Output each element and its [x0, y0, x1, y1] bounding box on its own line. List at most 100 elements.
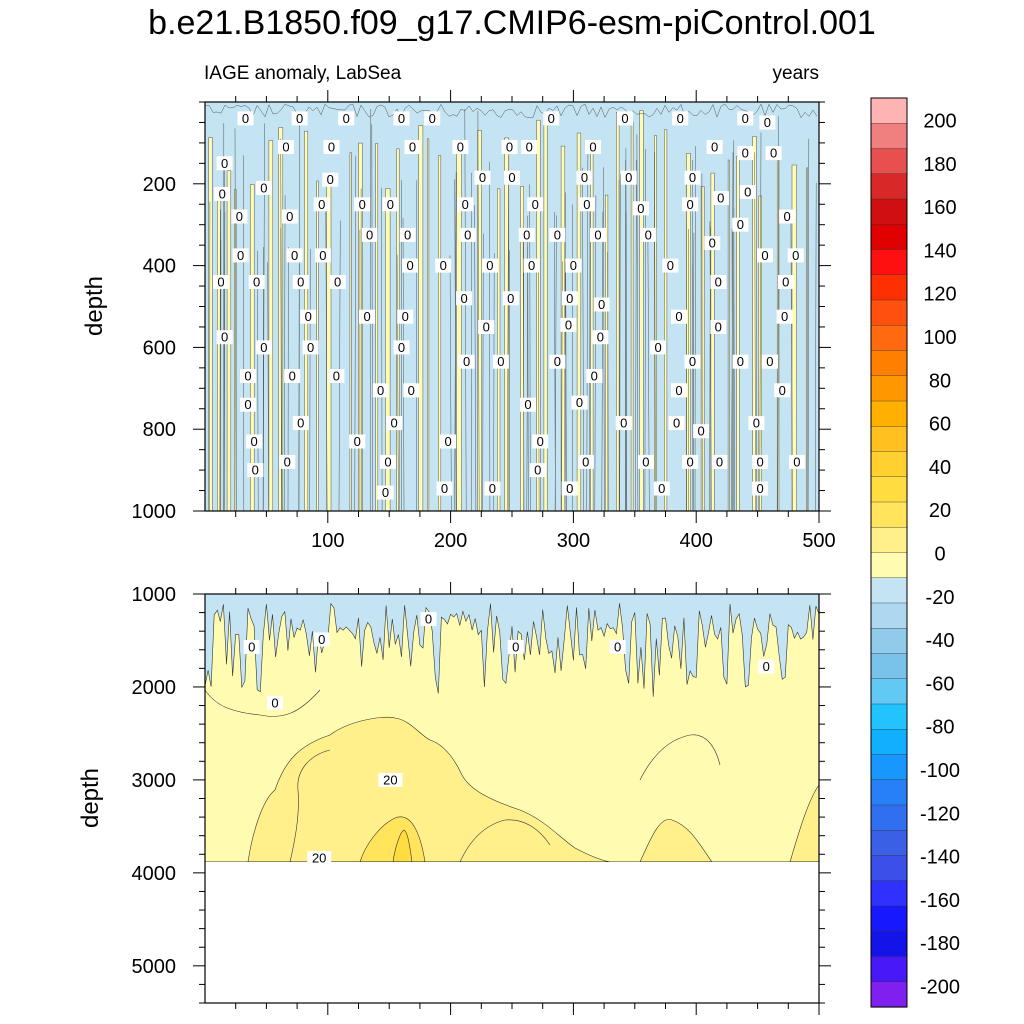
contour-label-text: 0: [737, 217, 744, 232]
contour-label-box: [682, 197, 699, 212]
contour-label-text: 0: [711, 140, 718, 155]
contour-label-text: 0: [779, 383, 786, 398]
contour-label: 0: [372, 383, 389, 398]
y-tick-label: 400: [143, 256, 176, 278]
contour-label-box: [732, 217, 749, 232]
contour-label: 0: [711, 454, 728, 469]
colorbar-swatch: [870, 451, 908, 478]
contour-label: 0: [359, 309, 376, 324]
upper-contour-line: [635, 159, 637, 511]
contour-label-box: [632, 201, 649, 216]
y-tick-label: 5000: [132, 956, 177, 978]
contour-label-box: [682, 454, 699, 469]
contour-label: 0: [313, 632, 330, 647]
contour-label-text: 0: [677, 111, 684, 126]
upper-positive-band: [396, 148, 400, 511]
contour-label: 0: [424, 111, 441, 126]
contour-label-text: 0: [425, 612, 432, 627]
contour-label: 0: [759, 115, 776, 130]
contour-label-box: [246, 434, 263, 449]
contour-label-box: [403, 383, 420, 398]
contour-label: 20: [307, 851, 332, 866]
contour-label-text: 0: [523, 227, 530, 242]
contour-label-box: [359, 309, 376, 324]
colorbar-swatch: [870, 653, 908, 680]
contour-label: 0: [637, 454, 654, 469]
contour-label: 0: [349, 434, 366, 449]
upper-positive-band: [654, 135, 657, 511]
contour-label: 0: [478, 320, 495, 335]
contour-label-text: 0: [782, 275, 789, 290]
contour-label-text: 0: [508, 170, 515, 185]
contour-label-box: [436, 481, 453, 496]
colorbar-label: 0: [934, 544, 945, 566]
contour-label-box: [521, 140, 538, 154]
contour-label-box: [313, 197, 330, 212]
contour-label-box: [267, 695, 283, 710]
contour-label-text: 0: [667, 258, 674, 273]
upper-contour-line: [636, 134, 639, 511]
contour-label: 0: [502, 291, 519, 306]
upper-y-axis-title: depth: [81, 276, 108, 336]
contour-label-box: [216, 330, 233, 345]
upper-contour-line: [607, 252, 609, 511]
contour-label-box: [671, 383, 687, 398]
contour-label: 0: [452, 140, 469, 155]
contour-label: 0: [504, 170, 520, 185]
contour-label-box: [302, 340, 319, 355]
colorbar-label: 60: [929, 414, 951, 436]
chart-subtitle-left: IAGE anomaly, LabSea: [204, 63, 402, 84]
contour-label-box: [397, 309, 414, 324]
upper-positive-band: [736, 155, 740, 511]
contour-label-box: [737, 146, 754, 161]
lower-y-axis-title: depth: [77, 768, 104, 828]
contour-label: 0: [632, 201, 649, 216]
contour-label: 0: [752, 481, 769, 496]
contour-label-box: [255, 180, 272, 195]
colorbar-swatch: [870, 552, 908, 579]
contour-label-text: 0: [444, 434, 451, 449]
contour-label: 0: [420, 612, 437, 627]
colorbar-swatch: [870, 123, 908, 150]
contour-label-box: [354, 197, 371, 212]
contour-label: 0: [561, 481, 578, 496]
contour-label-text: 0: [479, 170, 486, 185]
contour-label-text: 0: [297, 275, 304, 290]
upper-positive-band: [349, 152, 352, 511]
colorbar-label: -40: [926, 630, 955, 652]
colorbar-label: 20: [929, 500, 951, 522]
contour-label: 0: [682, 197, 699, 212]
contour-label-box: [593, 297, 610, 312]
contour-label-text: 0: [297, 416, 304, 431]
contour-label: 0: [314, 248, 331, 263]
colorbar-swatch: [870, 931, 908, 958]
upper-positive-band: [806, 167, 808, 511]
contour-label-box: [672, 111, 689, 126]
contour-label-text: 0: [507, 291, 514, 306]
contour-label: 0: [458, 354, 475, 369]
contour-label-text: 0: [398, 340, 405, 355]
contour-label: 0: [323, 140, 340, 155]
contour-label-box: [248, 275, 265, 289]
contour-label-text: 0: [512, 640, 519, 655]
contour-label: 0: [748, 416, 765, 431]
contour-label-box: [732, 354, 749, 369]
contour-label-text: 0: [715, 275, 722, 290]
contour-label-box: [393, 340, 410, 355]
contour-label: 0: [529, 463, 546, 478]
upper-contour-line: [654, 151, 656, 511]
contour-label-text: 0: [284, 454, 291, 469]
contour-label: 0: [739, 185, 756, 200]
contour-label-box: [788, 454, 805, 469]
contour-label: 0: [397, 309, 414, 324]
contour-label-box: [278, 140, 294, 154]
contour-label-box: [314, 248, 331, 263]
contour-label-text: 0: [387, 197, 394, 212]
contour-label: 0: [710, 320, 727, 335]
contour-label-text: 0: [589, 140, 596, 155]
contour-label: 0: [240, 369, 256, 384]
colorbar-swatch: [870, 350, 908, 377]
contour-label-box: [549, 227, 566, 242]
contour-label-box: [237, 111, 254, 126]
contour-label-box: [693, 424, 710, 439]
